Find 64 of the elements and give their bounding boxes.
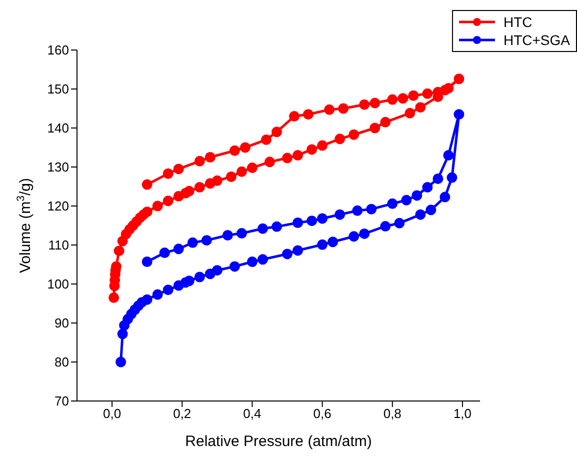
- point: [282, 248, 293, 260]
- x-tick-label: 0,2: [173, 406, 192, 422]
- y-tick-label: 70: [54, 394, 69, 409]
- point: [412, 190, 422, 201]
- x-tick-label: 0,4: [243, 406, 262, 422]
- point: [292, 218, 304, 228]
- point: [159, 248, 170, 258]
- point: [415, 209, 426, 220]
- point: [432, 173, 444, 184]
- y-tick-label: 130: [47, 160, 69, 175]
- point: [173, 244, 184, 254]
- point: [187, 237, 198, 248]
- x-tick-label: 1,0: [453, 406, 472, 422]
- y-tick-label: 80: [54, 354, 69, 370]
- point: [446, 172, 458, 183]
- point: [387, 198, 398, 209]
- point: [257, 254, 268, 265]
- point: [422, 182, 433, 193]
- point: [222, 230, 233, 240]
- point: [212, 265, 222, 276]
- point: [401, 194, 412, 206]
- y-tick-label: 100: [47, 276, 69, 292]
- point: [443, 150, 454, 161]
- point: [194, 272, 205, 282]
- y-tick-label: 150: [47, 82, 69, 97]
- legend-label: HTC: [503, 14, 532, 30]
- point: [162, 284, 174, 296]
- point: [317, 213, 328, 224]
- y-tick-label: 140: [47, 120, 69, 136]
- point: [317, 239, 328, 250]
- point: [142, 256, 152, 268]
- point: [272, 221, 282, 232]
- point: [366, 204, 377, 214]
- x-tick-label: 0,8: [383, 406, 402, 422]
- legend-label: HTC+SGA: [503, 32, 570, 48]
- point: [352, 205, 363, 216]
- point: [328, 236, 338, 248]
- point: [426, 204, 436, 216]
- point: [334, 209, 346, 220]
- point: [142, 294, 152, 305]
- point: [440, 192, 450, 202]
- point: [380, 221, 391, 232]
- x-tick-label: 0,0: [103, 406, 122, 422]
- point: [454, 109, 464, 120]
- point: [306, 216, 318, 226]
- x-tick-label: 0,6: [313, 406, 332, 422]
- point: [236, 228, 247, 239]
- y-tick-label: 90: [54, 316, 69, 331]
- point: [116, 356, 126, 368]
- x-axis-title: Relative Pressure (atm/atm): [185, 433, 372, 450]
- point: [152, 289, 163, 300]
- point: [394, 218, 405, 228]
- y-tick-label: 160: [47, 42, 69, 58]
- point: [292, 245, 304, 256]
- point: [117, 328, 128, 340]
- y-tick-label: 120: [47, 198, 69, 214]
- y-tick-label: 110: [48, 238, 69, 253]
- point: [184, 276, 194, 286]
- point: [201, 235, 212, 246]
- point: [257, 223, 268, 234]
- point: [246, 256, 258, 268]
- point: [359, 228, 370, 239]
- point: [348, 231, 360, 242]
- point: [229, 261, 240, 272]
